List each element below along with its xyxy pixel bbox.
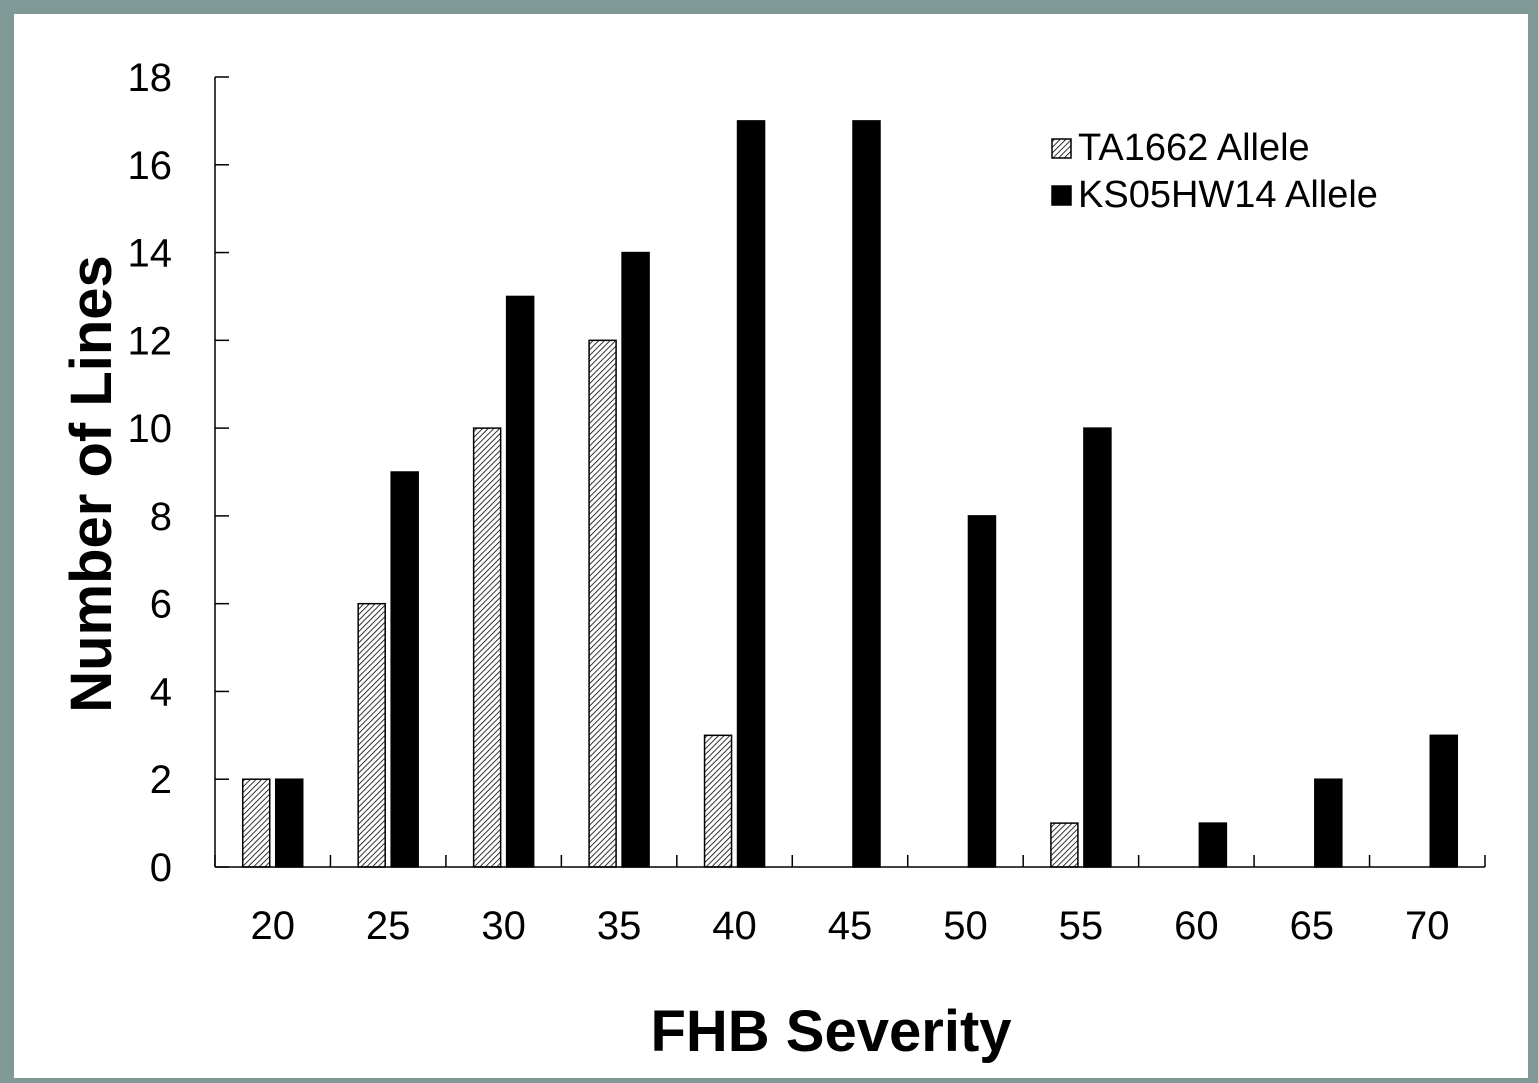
y-tick-label: 14 (128, 232, 173, 276)
bar-ta1662-25 (357, 602, 386, 868)
bar-ks05hw14-60 (1198, 822, 1228, 868)
x-tick-label: 45 (828, 904, 873, 948)
x-tick-label: 55 (1059, 904, 1104, 948)
bar-ks05hw14-65 (1314, 778, 1343, 868)
bar-ks05hw14-70 (1429, 734, 1459, 868)
legend: TA1662 Allele KS05HW14 Allele (1051, 127, 1378, 216)
bar-ks05hw14-40 (736, 120, 766, 868)
bar-ta1662-55 (1050, 822, 1079, 868)
y-tick-label: 6 (150, 583, 172, 627)
legend-label-ks05hw14: KS05HW14 Allele (1078, 174, 1378, 216)
bar-ks05hw14-25 (390, 471, 419, 868)
y-tick-label: 4 (150, 670, 172, 714)
x-tick-label: 50 (943, 904, 988, 948)
x-axis-label: FHB Severity (650, 999, 1011, 1064)
y-tick-label: 8 (150, 495, 172, 539)
bar-ks05hw14-35 (621, 251, 650, 868)
x-tick-label: 35 (597, 904, 642, 948)
x-tick-label: 65 (1290, 904, 1335, 948)
legend-label-ta1662: TA1662 Allele (1078, 127, 1310, 169)
y-axis-label: Number of Lines (59, 255, 124, 713)
y-tick-label: 2 (150, 758, 172, 802)
legend-swatch-ta1662 (1051, 138, 1072, 159)
bars-layer (241, 120, 1459, 868)
y-tick-label: 10 (128, 407, 173, 451)
y-tick-label: 0 (150, 846, 172, 890)
x-tick-label: 20 (250, 904, 295, 948)
x-tick-label: 60 (1174, 904, 1219, 948)
x-tick-label: 70 (1405, 904, 1450, 948)
bar-ta1662-30 (472, 427, 502, 868)
x-tick-label: 30 (481, 904, 526, 948)
bar-ta1662-40 (703, 734, 733, 868)
bar-ks05hw14-20 (274, 778, 304, 868)
bar-ks05hw14-50 (967, 515, 997, 868)
chart-panel: 0 2 4 6 8 10 12 14 16 18 20 25 30 35 40 45 50 55 60 65 70 N… (14, 14, 1528, 1078)
x-tick-labels: 20 25 30 35 40 45 50 55 60 65 70 (250, 904, 1449, 948)
legend-swatch-ks05hw14 (1051, 185, 1072, 206)
bar-ta1662-20 (241, 778, 271, 868)
x-tick-label: 25 (366, 904, 411, 948)
y-tick-label: 16 (128, 144, 173, 188)
bar-ta1662-35 (588, 339, 617, 868)
axes-layer (214, 76, 1486, 868)
y-tick-label: 18 (128, 56, 173, 100)
y-tick-label: 12 (128, 319, 173, 363)
bar-ks05hw14-30 (505, 295, 535, 868)
bar-ks05hw14-45 (852, 120, 881, 868)
fhb-severity-bar-chart: 0 2 4 6 8 10 12 14 16 18 20 25 30 35 40 45 50 55 60 65 70 N… (59, 56, 1486, 1064)
y-tick-labels: 0 2 4 6 8 10 12 14 16 18 (128, 56, 173, 890)
bar-ks05hw14-55 (1083, 427, 1112, 868)
x-tick-label: 40 (712, 904, 757, 948)
